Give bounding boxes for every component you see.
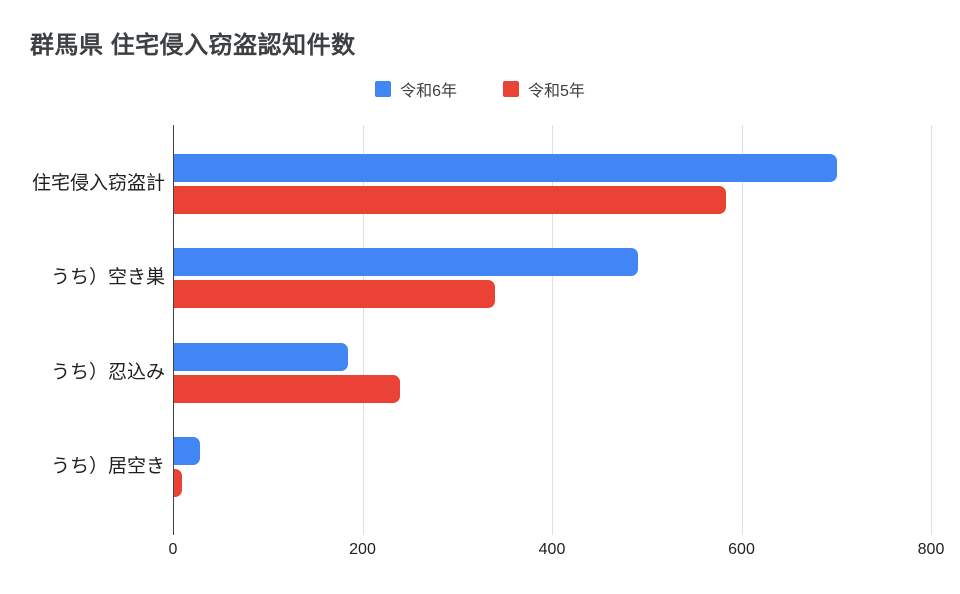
legend-item-reiwa6: 令和6年 — [375, 77, 457, 101]
gridline-600 — [741, 125, 743, 535]
plot-area — [173, 125, 932, 535]
gridline-0 — [173, 125, 174, 535]
legend-label-reiwa5: 令和5年 — [528, 83, 585, 100]
legend: 令和6年 令和5年 — [0, 77, 960, 101]
gridline-200 — [362, 125, 364, 535]
bar-reiwa6 — [174, 436, 200, 465]
x-axis-tick-label: 0 — [168, 541, 178, 558]
gridline-400 — [552, 125, 553, 535]
bar-reiwa6 — [174, 342, 349, 371]
legend-swatch-reiwa5 — [503, 81, 519, 97]
bar-reiwa5 — [174, 186, 727, 214]
category-label: 住宅侵入窃盗計 — [31, 173, 165, 194]
bar-reiwa6 — [174, 248, 639, 277]
bar-reiwa5 — [174, 468, 182, 497]
category-label: うち）忍込み — [50, 361, 165, 383]
bar-reiwa6 — [174, 154, 838, 182]
bar-reiwa5 — [174, 280, 496, 309]
x-axis-tick-label: 600 — [728, 541, 755, 558]
legend-label-reiwa6: 令和6年 — [400, 83, 457, 100]
category-label: うち）居空き — [50, 455, 165, 477]
gridline-800 — [931, 125, 932, 535]
category-label: うち）空き巣 — [50, 267, 165, 289]
legend-item-reiwa5: 令和5年 — [503, 77, 585, 101]
x-axis-tick-label: 400 — [538, 541, 566, 558]
legend-swatch-reiwa6 — [375, 81, 392, 97]
x-axis-tick-label: 200 — [349, 541, 376, 558]
bar-reiwa5 — [174, 374, 400, 403]
x-axis-tick-label: 800 — [917, 541, 945, 558]
chart-title: 群馬県 住宅侵入窃盗認知件数 — [30, 32, 356, 59]
